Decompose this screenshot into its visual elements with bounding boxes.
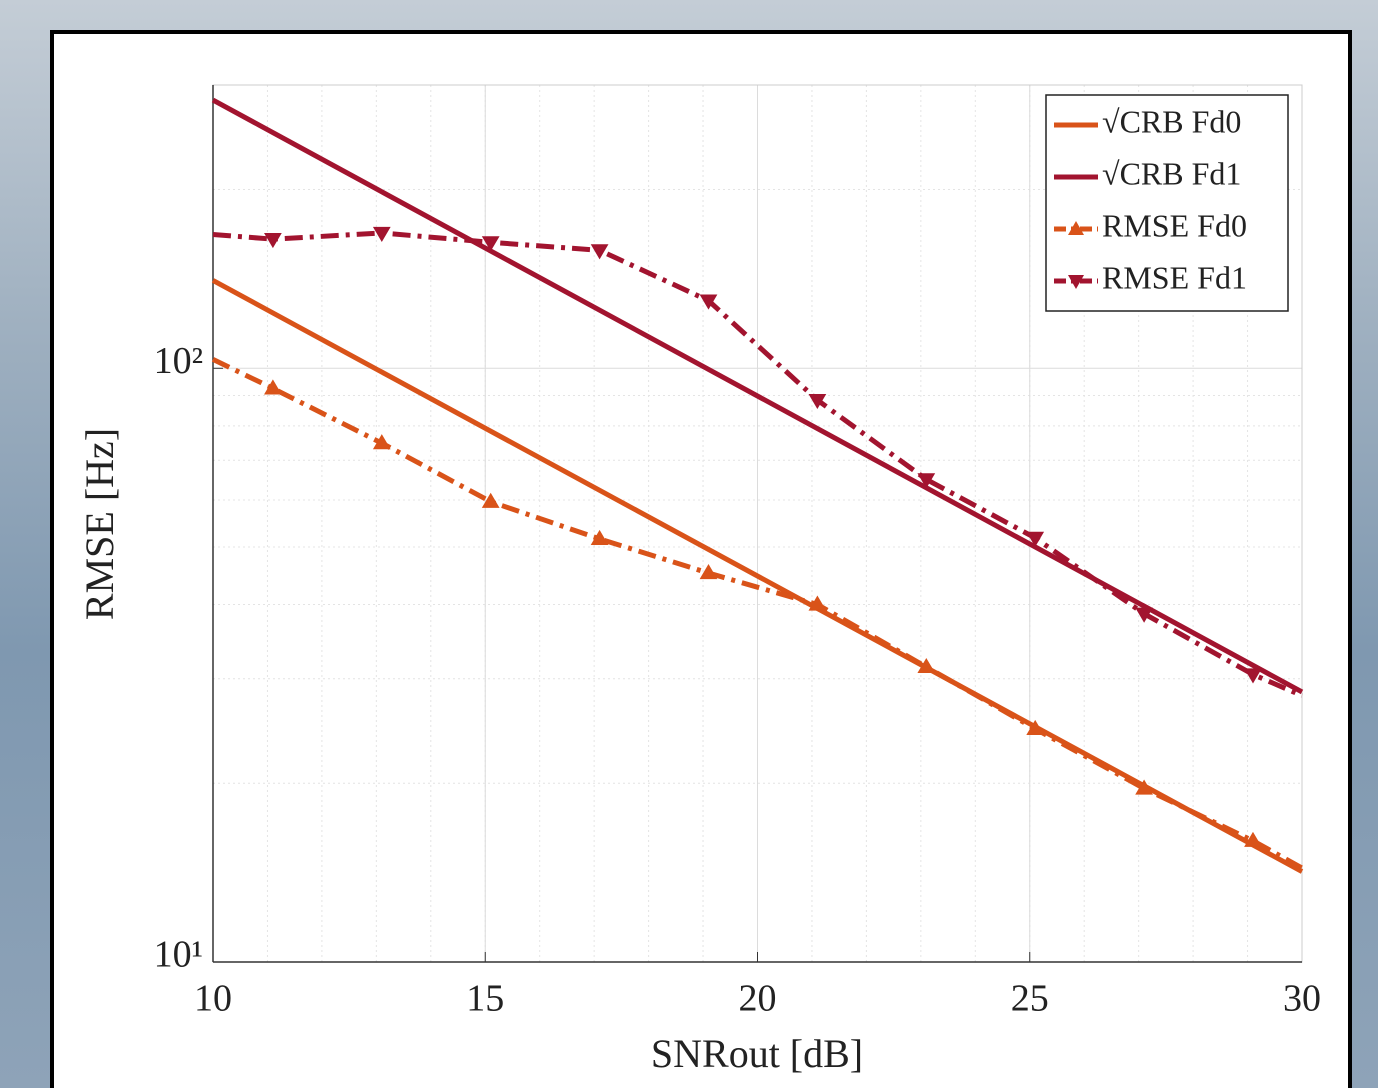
series-line xyxy=(212,230,1303,698)
marker xyxy=(917,473,936,489)
marker xyxy=(264,233,282,249)
marker xyxy=(1026,719,1045,735)
marker xyxy=(699,294,718,310)
x-tick-label: 25 xyxy=(1011,978,1049,1020)
marker xyxy=(264,379,282,395)
y-axis-label: RMSE [Hz] xyxy=(77,428,122,620)
marker xyxy=(1244,668,1262,684)
x-tick-label: 15 xyxy=(466,978,504,1020)
series-line xyxy=(211,278,1304,874)
marker xyxy=(917,657,936,674)
marker xyxy=(1135,607,1153,623)
legend-label: RMSE Fd1 xyxy=(1102,259,1247,295)
legend-label: √CRB Fd1 xyxy=(1102,155,1241,191)
marker xyxy=(590,244,609,260)
marker xyxy=(808,595,827,611)
marker xyxy=(1026,531,1045,547)
x-tick-label: 30 xyxy=(1283,978,1321,1020)
legend-marker xyxy=(1068,275,1084,289)
marker xyxy=(808,393,827,410)
marker xyxy=(699,564,718,580)
marker xyxy=(481,492,500,508)
marker xyxy=(372,226,391,242)
legend-box xyxy=(1045,94,1289,312)
legend-label: √CRB Fd0 xyxy=(1102,103,1241,139)
series-line xyxy=(211,97,1304,695)
series-line xyxy=(211,357,1304,871)
x-axis-label: SNRout [dB] xyxy=(651,1031,863,1076)
y-tick-label: 10² xyxy=(154,340,203,382)
marker xyxy=(1135,779,1153,795)
legend-label: RMSE Fd0 xyxy=(1102,207,1247,243)
marker xyxy=(372,434,391,450)
legend: √CRB Fd0 √CRB Fd1 RMSE Fd0 RMSE Fd1 xyxy=(1045,94,1289,312)
legend-marker xyxy=(1068,221,1084,235)
y-tick-label: 10¹ xyxy=(154,934,203,976)
x-tick-label: 10 xyxy=(194,978,232,1020)
marker xyxy=(590,529,609,545)
marker xyxy=(481,236,500,252)
x-tick-label: 20 xyxy=(739,978,777,1020)
marker xyxy=(1244,831,1262,847)
